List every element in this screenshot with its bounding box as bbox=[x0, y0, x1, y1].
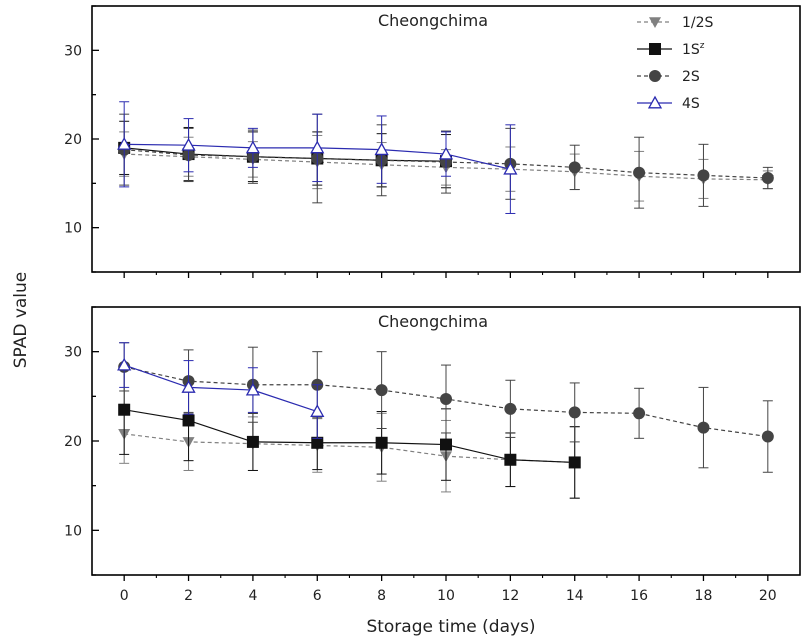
data-point bbox=[311, 436, 324, 449]
x-tick-label: 0 bbox=[120, 588, 129, 604]
data-point bbox=[568, 406, 581, 419]
data-point bbox=[633, 166, 646, 179]
legend-label: 1Sz bbox=[682, 41, 705, 58]
legend: 1/2S 1Sz 2S 4S bbox=[637, 15, 714, 112]
y-tick-label: 20 bbox=[64, 132, 82, 148]
legend-label: 4S bbox=[682, 96, 700, 112]
legend-superscript: z bbox=[700, 41, 705, 51]
data-point bbox=[697, 169, 710, 182]
x-tick-label: 20 bbox=[759, 588, 777, 604]
series-one bbox=[118, 364, 581, 499]
legend-marker bbox=[649, 70, 661, 82]
x-tick-label: 2 bbox=[184, 588, 193, 604]
series-line bbox=[124, 433, 575, 464]
x-tick-label: 12 bbox=[501, 588, 519, 604]
legend-item-half: 1/2S bbox=[637, 15, 714, 31]
data-point bbox=[504, 453, 517, 466]
data-point bbox=[374, 142, 389, 156]
y-tick-label: 20 bbox=[64, 434, 82, 450]
data-point bbox=[117, 357, 132, 371]
legend-label: 1/2S bbox=[682, 15, 714, 31]
y-tick-label: 30 bbox=[64, 345, 82, 361]
data-point bbox=[761, 172, 774, 185]
data-point bbox=[503, 161, 518, 175]
x-tick-label: 18 bbox=[695, 588, 713, 604]
data-point bbox=[245, 382, 261, 396]
data-point bbox=[568, 161, 581, 174]
x-tick-label: 14 bbox=[566, 588, 584, 604]
data-point bbox=[440, 393, 452, 406]
data-point bbox=[697, 421, 710, 434]
series-line bbox=[124, 147, 447, 162]
series-one bbox=[118, 120, 452, 189]
series-four bbox=[117, 342, 325, 439]
series-four bbox=[117, 101, 518, 214]
y-tick-label: 10 bbox=[64, 523, 82, 539]
y-tick-label: 10 bbox=[64, 221, 82, 237]
x-tick-label: 4 bbox=[248, 588, 257, 604]
data-point bbox=[181, 137, 196, 151]
legend-item-four: 4S bbox=[637, 95, 700, 112]
legend-marker bbox=[649, 43, 661, 55]
data-point bbox=[182, 414, 195, 427]
x-tick-label: 16 bbox=[630, 588, 648, 604]
y-axis-label: SPAD value bbox=[11, 272, 31, 369]
legend-item-one: 1Sz bbox=[637, 41, 705, 58]
data-point bbox=[504, 402, 517, 415]
bottom-panel: 10 20 30 0 2 4 6 8 10 12 14 16 18 20 Cheongchima bbox=[64, 306, 801, 604]
top-panel: 10 20 30 Cheongchima bbox=[64, 5, 801, 278]
data-point bbox=[568, 456, 581, 469]
data-point bbox=[440, 438, 452, 451]
data-point bbox=[761, 430, 774, 443]
data-point bbox=[246, 435, 259, 448]
panel-title: Cheongchima bbox=[378, 312, 488, 331]
series-line bbox=[124, 409, 575, 464]
legend-item-two: 2S bbox=[637, 69, 700, 85]
data-point bbox=[118, 403, 131, 416]
panel-title: Cheongchima bbox=[378, 11, 488, 30]
data-point bbox=[310, 404, 325, 417]
x-tick-label: 6 bbox=[313, 588, 322, 604]
data-point bbox=[375, 436, 388, 449]
data-point bbox=[245, 140, 261, 154]
data-point bbox=[438, 146, 454, 160]
legend-marker bbox=[649, 17, 661, 28]
data-point bbox=[375, 384, 388, 397]
y-tick-label: 30 bbox=[64, 43, 82, 59]
x-axis-label: Storage time (days) bbox=[366, 617, 535, 637]
data-point bbox=[181, 380, 196, 393]
legend-marker bbox=[647, 95, 663, 109]
data-point bbox=[117, 136, 132, 150]
x-tick-label: 8 bbox=[377, 588, 386, 604]
data-point bbox=[633, 407, 646, 420]
legend-label: 2S bbox=[682, 69, 700, 85]
series-line bbox=[123, 364, 318, 413]
data-point bbox=[310, 140, 325, 154]
x-tick-label: 10 bbox=[437, 588, 455, 604]
